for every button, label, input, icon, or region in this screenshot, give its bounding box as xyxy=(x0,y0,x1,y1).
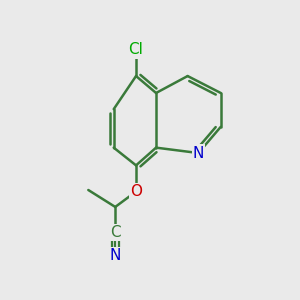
Text: O: O xyxy=(130,184,142,199)
Text: Cl: Cl xyxy=(129,42,143,57)
Text: N: N xyxy=(193,146,204,160)
Text: N: N xyxy=(110,248,121,263)
Text: C: C xyxy=(110,225,121,240)
